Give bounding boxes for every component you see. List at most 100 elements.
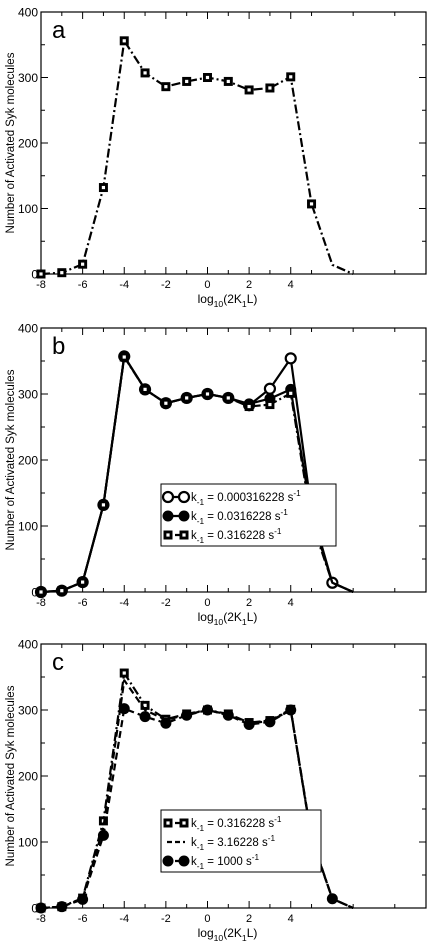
- data-point: [162, 510, 174, 522]
- legend-entry-label-part: -1: [197, 824, 205, 833]
- data-point-center: [101, 503, 106, 507]
- y-tick-label: 0: [31, 268, 38, 282]
- x-tick-label: -8: [36, 913, 46, 925]
- data-point: [264, 716, 276, 728]
- x-axis-label: log10(2K1L): [198, 292, 258, 309]
- x-tick-label: -6: [78, 913, 88, 925]
- y-axis-label: Number of Activated Syk molecules: [5, 52, 17, 233]
- y-tick-label: 100: [18, 520, 38, 534]
- data-point-center: [143, 703, 147, 707]
- legend: k-1 = 0.316228 s-1k-1 = 3.16228 s-1k-1 =…: [160, 809, 322, 873]
- data-point: [160, 717, 172, 729]
- series-2: [35, 703, 354, 914]
- data-point-center: [81, 580, 85, 584]
- x-tick-label: -4: [119, 913, 129, 925]
- data-point-center: [182, 821, 186, 825]
- y-tick-label: 100: [18, 202, 38, 216]
- x-tick-label: 0: [204, 913, 210, 925]
- data-point: [181, 709, 193, 721]
- x-tick-label: -4: [119, 279, 129, 291]
- data-point-center: [143, 387, 147, 391]
- y-tick-label: 0: [31, 902, 38, 916]
- legend-entry-label-part: = 0.316228 s: [204, 530, 274, 542]
- data-point-center: [122, 39, 126, 43]
- legend-entry-label-part: = 1000 s: [204, 856, 252, 868]
- x-tick-label: 2: [246, 279, 252, 291]
- x-axis-label-part: (2K: [223, 610, 242, 624]
- series-line: [40, 671, 354, 910]
- plot-frame: [40, 11, 427, 275]
- data-point-center: [101, 185, 106, 190]
- x-axis-label-part: 10: [214, 299, 224, 309]
- x-axis-label-part: 1: [242, 299, 247, 309]
- data-point: [118, 703, 130, 715]
- data-point-center: [122, 671, 126, 675]
- legend-box: [160, 483, 337, 547]
- x-axis-label-part: L): [247, 610, 258, 624]
- x-axis-label: log10(2K1L): [198, 610, 258, 627]
- data-point: [178, 510, 190, 522]
- legend-entry-label-part: -1: [197, 517, 205, 526]
- x-tick-label: 0: [204, 597, 210, 609]
- data-point: [284, 352, 297, 365]
- x-tick-label: -6: [78, 597, 88, 609]
- chart-panel-a: 0 100 200 300 400 -8 -6 -4 -2 0 2 4 log10(2K1L) Numbe…: [5, 6, 427, 309]
- y-axis-label: Number of Activated Syk molecules: [5, 685, 17, 866]
- legend-entry-label: k-1 = 0.316228 s-1: [191, 527, 282, 545]
- data-point: [177, 490, 191, 504]
- series-line: [40, 355, 354, 594]
- data-point-center: [185, 79, 189, 84]
- x-axis-label-part: 10: [214, 933, 224, 943]
- x-tick-label: -8: [36, 279, 46, 291]
- legend-entry-label-part: k: [191, 530, 197, 542]
- x-axis-label-part: log: [198, 610, 214, 624]
- y-tick-label: 300: [18, 71, 38, 85]
- x-axis-label-part: (2K: [223, 292, 242, 306]
- data-point-center: [289, 75, 293, 79]
- legend-entry-label-part: k: [191, 511, 197, 523]
- series-0: [36, 36, 354, 279]
- data-point: [222, 709, 234, 721]
- data-point: [35, 902, 47, 914]
- legend-entry-label-part: -1: [252, 853, 260, 862]
- x-tick-label: 4: [288, 597, 294, 609]
- data-point-center: [247, 404, 251, 409]
- data-point-center: [185, 396, 189, 400]
- data-point: [161, 490, 175, 504]
- data-point-center: [122, 355, 126, 359]
- legend-entry-label-part: -1: [281, 508, 289, 517]
- legend-entry-label-part: k: [191, 837, 197, 849]
- series-line: [40, 679, 354, 910]
- legend-entry-label: k-1 = 0.0316228 s-1: [191, 508, 288, 526]
- data-point: [162, 855, 174, 867]
- y-tick-label: 400: [18, 638, 38, 652]
- series-line: [40, 39, 354, 276]
- data-point-center: [81, 262, 85, 266]
- y-tick-label: 400: [18, 322, 38, 336]
- x-tick-label: 2: [246, 913, 252, 925]
- data-point-center: [247, 88, 251, 92]
- data-point: [243, 719, 255, 731]
- legend-entry-label-part: k: [191, 856, 197, 868]
- chart-panel-b: 0 100 200 300 400 -8 -6 -4 -2 0 2 4 log10(2K1L) Numbe…: [5, 322, 427, 627]
- data-point-center: [205, 75, 210, 80]
- data-point-center: [226, 396, 230, 400]
- data-point-center: [143, 71, 147, 75]
- x-axis-label-part: 1: [242, 933, 247, 943]
- y-tick-label: 0: [31, 586, 38, 600]
- legend-entry-label-part: -1: [197, 843, 205, 852]
- data-point: [285, 704, 297, 716]
- data-point: [77, 893, 89, 905]
- plot-frame: [40, 327, 427, 593]
- x-axis-label-part: 10: [214, 617, 224, 627]
- legend-entry-label-part: -1: [274, 527, 282, 536]
- chart-panel-c: 0 100 200 300 400 -8 -6 -4 -2 0 2 4 log10(2K1L) Numbe…: [5, 638, 427, 943]
- x-tick-label: 0: [204, 279, 210, 291]
- legend-entry-label-part: -1: [197, 536, 205, 545]
- legend-entry-label-part: -1: [197, 498, 205, 507]
- x-axis-label-part: 1: [242, 617, 247, 627]
- legend-entry-label-part: = 3.16228 s: [204, 837, 268, 849]
- x-tick-label: 4: [288, 913, 294, 925]
- data-point-center: [226, 79, 230, 84]
